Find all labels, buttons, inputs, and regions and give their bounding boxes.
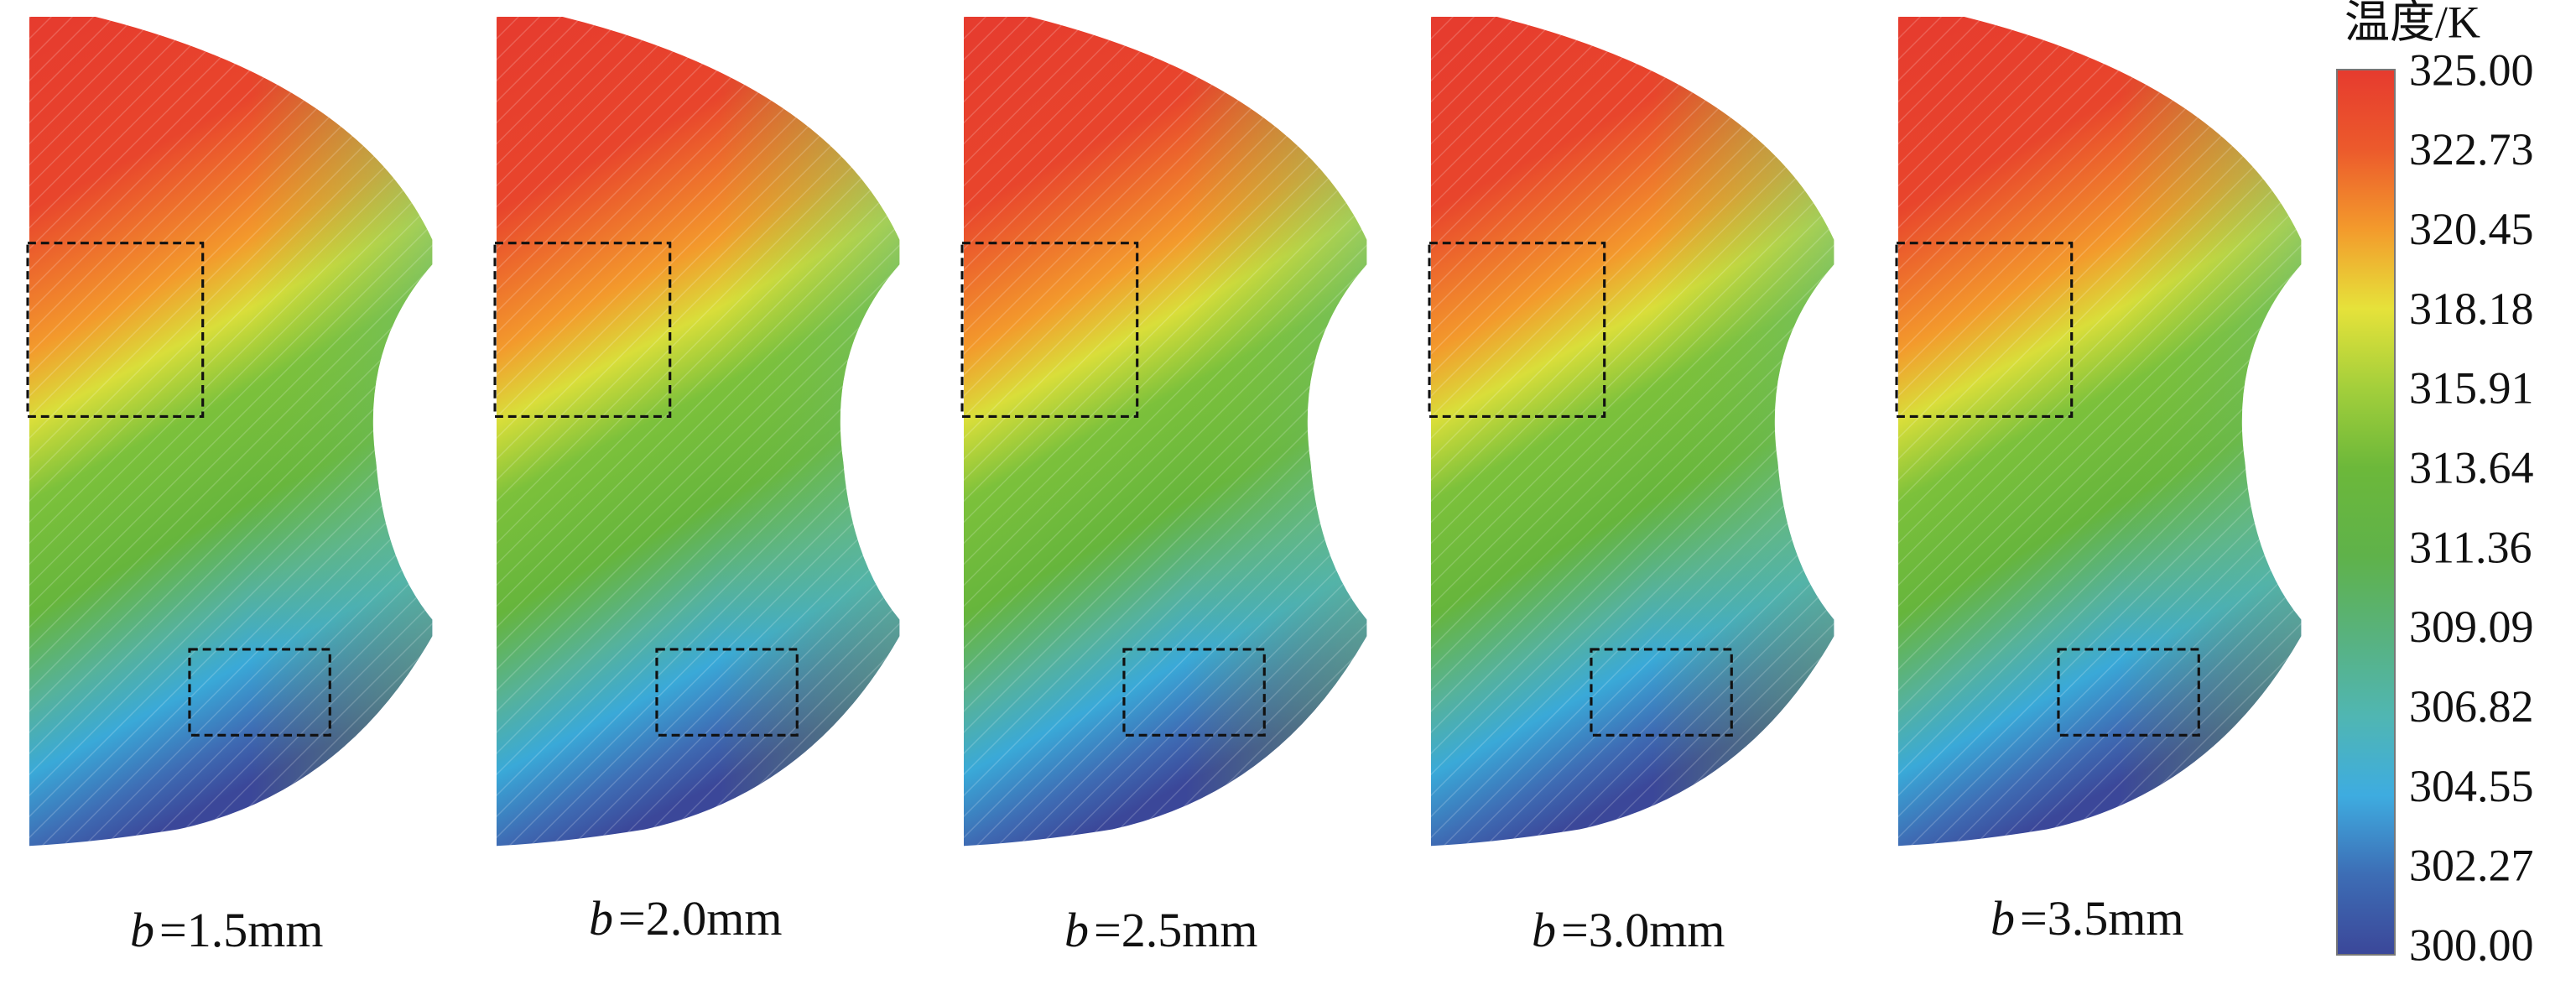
variable: b: [1532, 903, 1556, 957]
panel: [26, 17, 433, 847]
mesh-texture: [1898, 17, 2302, 847]
panel-label: b =3.0mm: [1532, 903, 1725, 957]
highlight-box: [188, 648, 331, 737]
highlight-box: [1428, 242, 1606, 418]
colorbar: 温度/K 325.00 322.73 320.45 318.18 315.91 313.6…: [2336, 0, 2534, 970]
value: =3.0mm: [1561, 903, 1725, 957]
colorbar-tick-label: 311.36: [2409, 522, 2532, 572]
value: =2.0mm: [618, 891, 782, 946]
highlight-box: [1122, 648, 1266, 737]
colorbar-tick-label: 309.09: [2409, 602, 2534, 652]
colorbar-tick-label: 304.55: [2409, 761, 2534, 811]
colorbar-tick-label: 306.82: [2409, 681, 2534, 732]
colorbar-title: 温度/K: [2344, 0, 2480, 47]
panel-label: b =1.5mm: [130, 903, 323, 957]
highlight-box: [960, 242, 1139, 418]
colorbar-tick-label: 315.91: [2409, 363, 2534, 414]
panel-label: b =2.5mm: [1064, 903, 1257, 957]
mesh-texture: [497, 17, 900, 847]
highlight-box: [655, 648, 799, 737]
variable: b: [1991, 891, 2015, 946]
value: =3.5mm: [2020, 891, 2183, 946]
highlight-box: [1895, 242, 2074, 418]
colorbar-tick-label: 300.00: [2409, 920, 2534, 970]
mesh-texture: [964, 17, 1367, 847]
colorbar-scale: [2336, 69, 2396, 956]
variable: b: [130, 903, 154, 957]
highlight-box: [2057, 648, 2200, 737]
highlight-box: [1590, 648, 1733, 737]
colorbar-tick-label: 322.73: [2409, 124, 2534, 175]
colorbar-tick-label: 320.45: [2409, 204, 2534, 254]
highlight-box: [26, 242, 205, 418]
panel: [1428, 17, 1834, 847]
colorbar-tick-label: 313.64: [2409, 442, 2534, 492]
value: =1.5mm: [159, 903, 323, 957]
colorbar-tick-label: 302.27: [2409, 841, 2534, 891]
colorbar-tick-label: 318.18: [2409, 284, 2534, 334]
value: =2.5mm: [1094, 903, 1257, 957]
variable: b: [1064, 903, 1089, 957]
mesh-texture: [1431, 17, 1834, 847]
variable: b: [589, 891, 613, 946]
colorbar-tick-label: 325.00: [2409, 44, 2534, 95]
panel: [1895, 17, 2302, 847]
mesh-texture: [29, 17, 433, 847]
panel: [960, 17, 1367, 847]
panels: b =1.5mm b =2.0mm b =2.5mm b =3.0mm b =3.5mm: [26, 17, 2302, 957]
highlight-box: [493, 242, 672, 418]
panel-label: b =2.0mm: [589, 891, 782, 946]
panel: [493, 17, 900, 847]
panel-label: b =3.5mm: [1991, 891, 2183, 946]
